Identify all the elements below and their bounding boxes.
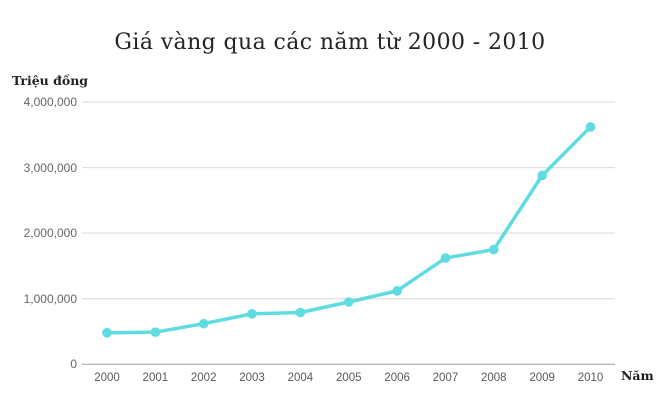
x-tick-label: 2007 bbox=[432, 372, 459, 384]
x-tick-label: 2004 bbox=[287, 372, 314, 384]
x-tick-label: 2000 bbox=[94, 372, 120, 384]
y-tick-label: 4,000,000 bbox=[23, 95, 77, 110]
data-point bbox=[247, 309, 257, 319]
x-tick-label: 2010 bbox=[577, 372, 604, 384]
x-tick-label: 2005 bbox=[335, 372, 362, 384]
x-tick-label: 2006 bbox=[384, 372, 410, 384]
data-point bbox=[343, 297, 354, 307]
x-tick-label: 2001 bbox=[142, 372, 169, 384]
x-tick-label: 2003 bbox=[239, 372, 265, 384]
data-point bbox=[489, 244, 499, 255]
data-point bbox=[102, 328, 112, 338]
data-point bbox=[537, 170, 547, 181]
x-tick-label: 2009 bbox=[529, 372, 555, 384]
data-point bbox=[150, 327, 161, 337]
y-tick-label: 2,000,000 bbox=[23, 226, 77, 241]
data-point bbox=[585, 122, 596, 132]
y-tick-label: 0 bbox=[70, 357, 77, 372]
data-point bbox=[392, 286, 402, 296]
data-point bbox=[198, 318, 209, 329]
y-tick-label: 3,000,000 bbox=[23, 160, 77, 175]
y-tick-label: 1,000,000 bbox=[23, 291, 77, 306]
x-tick-label: 2002 bbox=[190, 372, 217, 384]
x-tick-label: 2008 bbox=[481, 372, 507, 384]
x-axis-title: Năm bbox=[621, 368, 654, 383]
data-point bbox=[440, 253, 451, 263]
chart-title: Giá vàng qua các năm từ 2000 - 2010 bbox=[114, 30, 546, 55]
data-point bbox=[295, 307, 306, 318]
y-axis-title: Triệu đồng bbox=[12, 73, 89, 88]
